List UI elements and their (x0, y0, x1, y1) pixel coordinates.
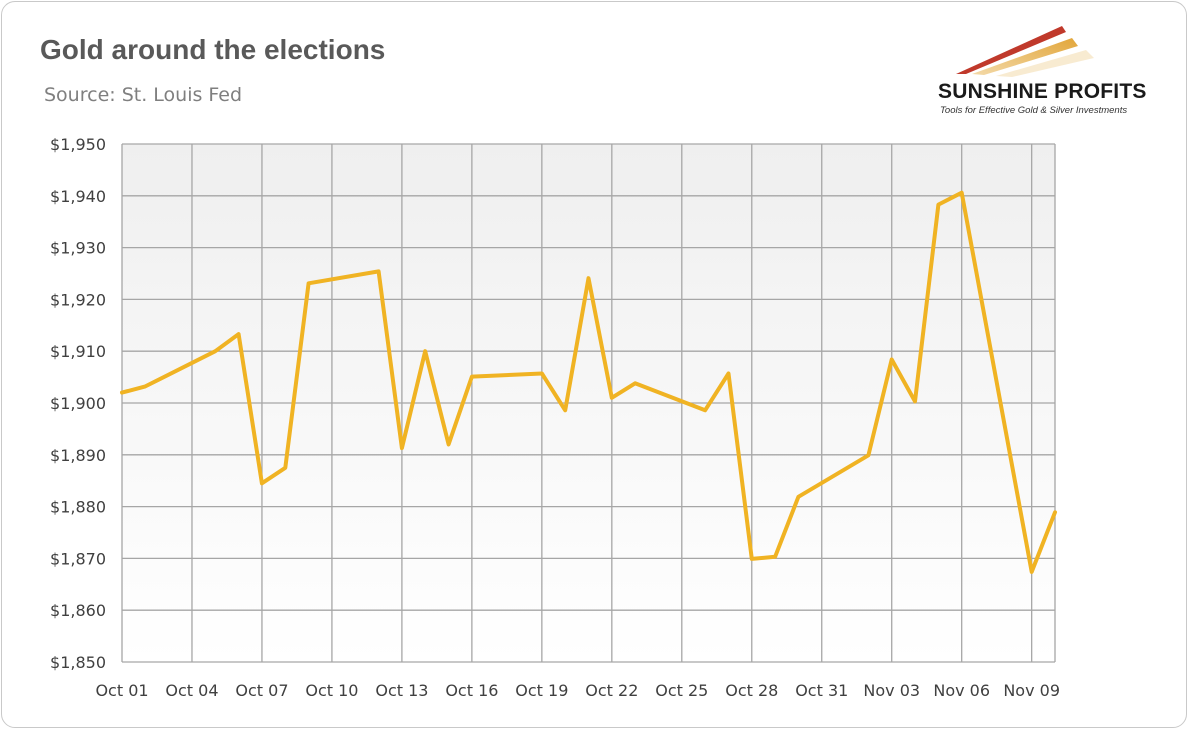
x-tick-label: Oct 13 (375, 681, 428, 700)
y-tick-label: $1,860 (50, 601, 106, 620)
sunshine-profits-logo: SUNSHINE PROFITS Tools for Effective Gol… (926, 18, 1171, 122)
logo-swoosh-icon (956, 26, 1094, 77)
y-tick-label: $1,900 (50, 394, 106, 413)
y-tick-label: $1,850 (50, 653, 106, 672)
x-tick-label: Oct 10 (305, 681, 358, 700)
x-tick-label: Oct 28 (725, 681, 778, 700)
y-tick-label: $1,940 (50, 187, 106, 206)
x-tick-label: Oct 22 (585, 681, 638, 700)
chart-title: Gold around the elections (40, 34, 386, 65)
x-tick-label: Oct 04 (165, 681, 218, 700)
chart-subtitle: Source: St. Louis Fed (44, 84, 243, 106)
x-tick-label: Nov 06 (933, 681, 990, 700)
x-tick-label: Nov 03 (863, 681, 920, 700)
x-tick-label: Oct 01 (95, 681, 148, 700)
logo-name: SUNSHINE PROFITS (938, 80, 1147, 103)
x-tick-label: Oct 25 (655, 681, 708, 700)
data-points (121, 192, 1056, 572)
y-tick-label: $1,870 (50, 549, 106, 568)
y-tick-label: $1,930 (50, 239, 106, 258)
y-tick-label: $1,950 (50, 135, 106, 154)
y-tick-label: $1,890 (50, 446, 106, 465)
x-tick-label: Nov 09 (1003, 681, 1060, 700)
x-tick-label: Oct 07 (235, 681, 288, 700)
y-tick-label: $1,910 (50, 342, 106, 361)
x-tick-label: Oct 16 (445, 681, 498, 700)
y-tick-label: $1,920 (50, 290, 106, 309)
y-axis-tick-labels: $1,850 $1,860 $1,870 $1,880 $1,890 $1,900 $1,9… (50, 135, 106, 672)
grid-lines (121, 143, 1056, 663)
x-tick-label: Oct 19 (515, 681, 568, 700)
y-tick-label: $1,880 (50, 498, 106, 517)
x-axis-tick-labels: Oct 01 Oct 04 Oct 07 Oct 10 Oct 13 Oct 16 Oct … (95, 681, 1060, 700)
x-tick-label: Oct 31 (795, 681, 848, 700)
logo-tagline: Tools for Effective Gold & Silver Invest… (940, 105, 1128, 116)
